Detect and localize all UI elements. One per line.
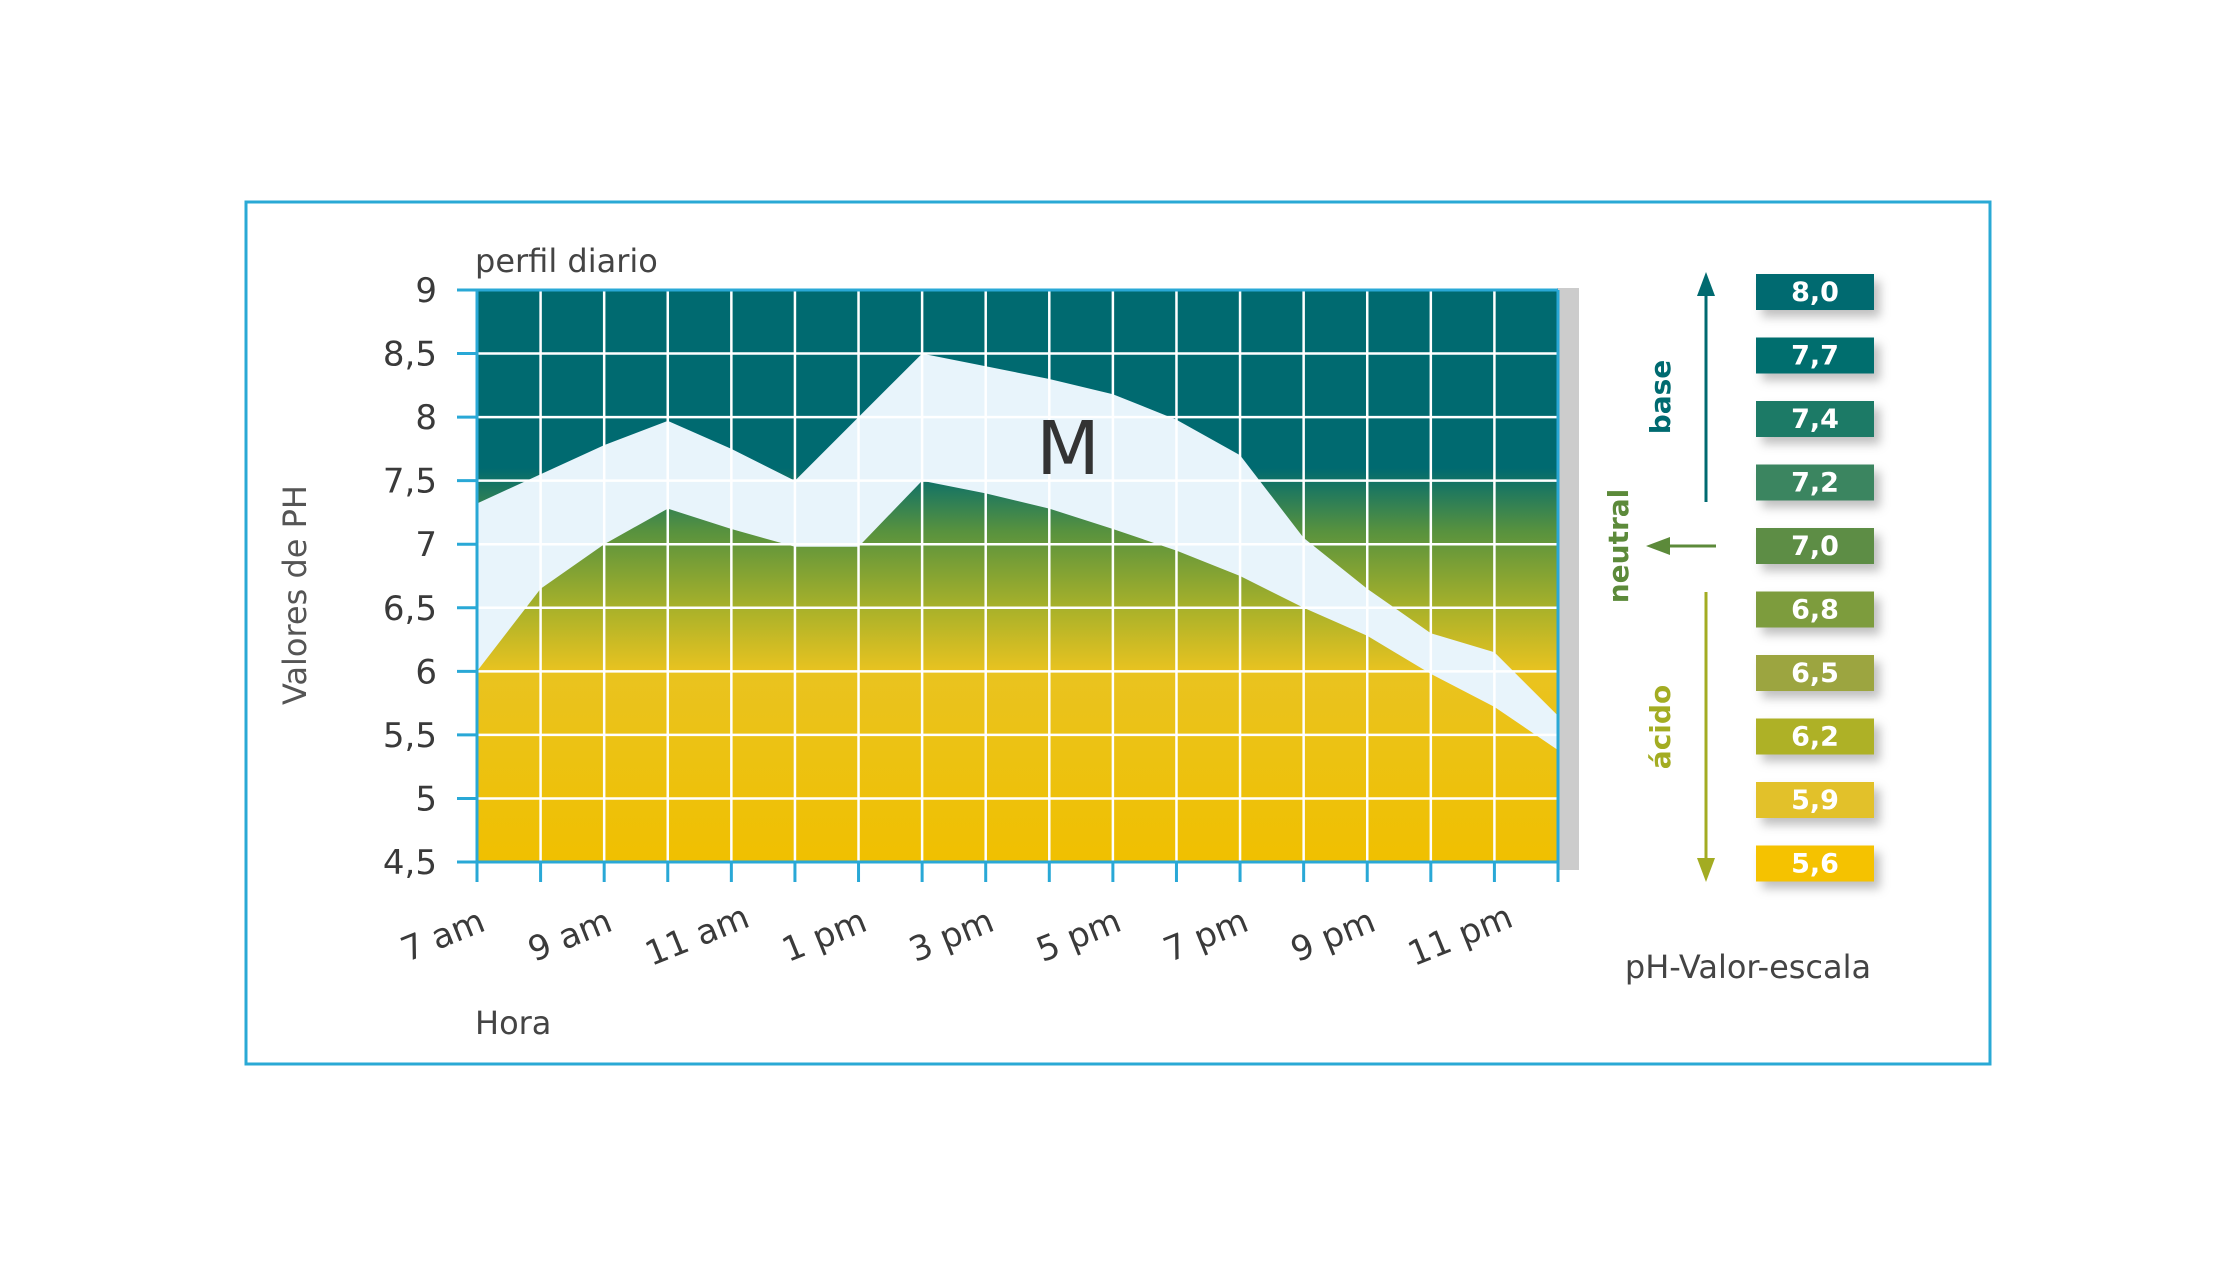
- ph-scale-box: [1756, 337, 1874, 374]
- y-tick-label: 7,5: [383, 462, 437, 502]
- ph-scale-value: 6,8: [1791, 595, 1839, 626]
- base-arrow-head: [1697, 272, 1715, 296]
- ph-scale-value: 7,7: [1791, 341, 1839, 372]
- ph-scale-value: 6,2: [1791, 722, 1839, 753]
- ph-scale-value: 5,9: [1791, 785, 1839, 816]
- y-tick-label: 5,5: [383, 716, 437, 756]
- y-tick-labels: 9 8,5 8 7,5 7 6,5 6 5,5 5 4,5: [383, 271, 437, 883]
- ph-scale-value: 6,5: [1791, 658, 1839, 689]
- neutral-arrow-head: [1646, 537, 1670, 555]
- ph-scale-value: 5,6: [1791, 849, 1839, 880]
- ph-scale-value: 8,0: [1791, 277, 1839, 308]
- ph-scale-box: [1756, 401, 1874, 437]
- ph-scale-box: [1756, 274, 1874, 310]
- ph-scale-value: 7,2: [1791, 468, 1839, 499]
- band-label: M: [1036, 406, 1100, 492]
- y-tick-label: 9: [415, 271, 437, 311]
- y-tick-label: 6,5: [383, 589, 437, 629]
- y-tick-label: 8: [415, 398, 437, 438]
- ph-scale-box: [1756, 464, 1874, 501]
- acid-arrow-head: [1697, 858, 1715, 882]
- x-axis-label: Hora: [475, 1004, 551, 1042]
- y-tick-label: 5: [415, 779, 437, 819]
- ph-band-area: [477, 353, 1558, 751]
- scale-label-acid: ácido: [1644, 685, 1677, 769]
- scale-title: pH-Valor-escala: [1625, 948, 1871, 986]
- ph-scale: 8,0 7,7 7,4 7,2 7,0 6,8 6,5 6,2 5,9 5,6 base neut…: [1602, 272, 1874, 986]
- ph-scale-box: [1756, 591, 1874, 628]
- chart-title: perfil diario: [475, 242, 658, 280]
- ph-scale-value: 7,4: [1791, 404, 1839, 435]
- scale-label-base: base: [1644, 360, 1677, 435]
- ph-scale-box: [1756, 718, 1874, 755]
- y-tick-label: 7: [415, 525, 437, 565]
- plot-shadow: [1557, 288, 1579, 870]
- axes: [457, 288, 1560, 882]
- ph-scale-value: 7,0: [1791, 531, 1839, 562]
- y-tick-label: 6: [415, 652, 437, 692]
- y-tick-label: 4,5: [383, 843, 437, 883]
- y-tick-label: 8,5: [383, 335, 437, 375]
- ph-scale-box: [1756, 845, 1874, 882]
- scale-label-neutral: neutral: [1602, 489, 1635, 604]
- ph-scale-box: [1756, 528, 1874, 564]
- ph-scale-items: 8,0 7,7 7,4 7,2 7,0 6,8 6,5 6,2 5,9 5,6: [1756, 274, 1874, 882]
- ph-scale-box: [1756, 655, 1874, 691]
- y-axis-label: Valores de PH: [276, 485, 314, 705]
- ph-scale-box: [1756, 782, 1874, 818]
